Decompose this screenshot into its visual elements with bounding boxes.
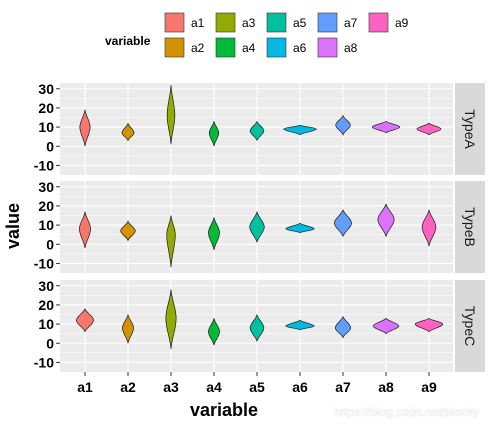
legend-label-a3: a3 [242,16,256,30]
violin-TypeB-a2 [120,219,136,242]
violin-TypeA-a8 [371,120,401,134]
violin-TypeB-a5 [249,211,265,243]
watermark: https://blog.csdn.net/biocity [334,405,479,419]
legend-label-a9: a9 [395,16,409,30]
violin-TypeC-a5 [249,314,265,342]
legend-item-a1: a1 [164,12,205,33]
x-axis-title: variable [190,400,258,420]
x-tick-label-a1: a1 [77,379,93,395]
panel-TypeA: -10 0 10 20 30 TypeA [34,81,485,175]
y-tick-label: 30 [38,278,54,294]
violin-TypeC-a2 [122,314,134,344]
legend-item-a6: a6 [266,37,307,58]
x-tick-label-a9: a9 [421,379,437,395]
y-tick-label: 10 [38,217,54,233]
violin-TypeC-a6 [285,319,315,331]
violin-TypeB-a6 [285,222,315,234]
x-tick-label-a5: a5 [249,379,265,395]
legend-item-a9: a9 [368,12,409,33]
y-tick-label: -10 [34,157,54,173]
legend-item-a3: a3 [215,12,256,33]
legend-swatch-a8 [317,37,338,58]
y-tick-label: 30 [38,81,54,97]
y-tick-label: 0 [46,236,54,252]
y-tick-label: 30 [38,179,54,195]
legend-item-a2: a2 [164,37,205,58]
y-axis-title: value [3,203,23,249]
strip-background [455,280,485,372]
strip-background [455,83,485,175]
legend-label-a1: a1 [191,16,205,30]
x-tick-label-a2: a2 [120,379,136,395]
strip-label-TypeC: TypeC [462,306,478,346]
violin-TypeC-a3 [165,289,177,350]
violin-TypeA-a4 [208,121,220,147]
panel-TypeC: -10 0 10 20 30 TypeC [34,278,485,372]
legend-item-a7: a7 [317,12,358,33]
legend-item-a5: a5 [266,12,307,33]
legend: variable a1 a2 a3 a4 a5 a6 a7 a8 a9 [105,12,409,58]
facet-panels: -10 0 10 20 30 TypeA -10 0 10 20 30 TypeB -10 0 10 20 30… [34,81,485,372]
legend-item-a8: a8 [317,37,358,58]
violin-TypeA-a5 [249,121,265,141]
violin-TypeC-a4 [208,318,220,346]
violin-TypeB-a3 [166,215,176,268]
y-tick-label: 20 [38,100,54,116]
legend-swatch-a3 [215,12,236,33]
x-tick-label-a6: a6 [292,379,308,395]
strip-label-TypeA: TypeA [462,109,478,149]
x-tick-label-a8: a8 [378,379,394,395]
violin-TypeA-a1 [79,109,91,147]
violin-TypeA-a3 [166,84,176,145]
violin-TypeC-a7 [334,316,352,339]
x-axis: a1 a2 a3 a4 a5 a6 a7 a8 a9 [77,372,437,395]
violin-TypeA-a2 [121,123,135,142]
strip-label-TypeB: TypeB [462,207,478,247]
y-tick-label: 10 [38,316,54,332]
legend-title: variable [105,34,151,48]
x-tick-label-a4: a4 [206,379,222,395]
x-tick-label-a7: a7 [335,379,351,395]
legend-label-a4: a4 [242,41,256,55]
y-tick-label: 0 [46,138,54,154]
violin-TypeA-a7 [335,114,351,137]
violin-TypeA-a6 [283,124,317,136]
violin-TypeC-a1 [76,308,94,332]
violin-TypeB-a9 [421,209,437,247]
legend-label-a8: a8 [344,41,358,55]
legend-label-a6: a6 [293,41,307,55]
violin-TypeC-a9 [414,317,444,333]
panel-TypeB: -10 0 10 20 30 TypeB [34,179,485,273]
legend-swatch-a2 [164,37,185,58]
y-tick-label: -10 [34,354,54,370]
violin-TypeC-a8 [372,317,400,335]
legend-label-a7: a7 [344,16,358,30]
violin-TypeB-a4 [208,217,220,251]
x-tick-label-a3: a3 [163,379,179,395]
legend-label-a2: a2 [191,41,205,55]
violin-TypeB-a1 [79,211,91,249]
legend-swatch-a7 [317,12,338,33]
legend-swatch-a5 [266,12,287,33]
violin-TypeB-a7 [334,209,352,237]
legend-item-a4: a4 [215,37,256,58]
y-tick-label: 0 [46,335,54,351]
legend-swatch-a4 [215,37,236,58]
y-tick-label: -10 [34,255,54,271]
legend-swatch-a1 [164,12,185,33]
y-tick-label: 20 [38,297,54,313]
violin-TypeA-a9 [416,122,442,136]
legend-label-a5: a5 [293,16,307,30]
y-tick-label: 10 [38,119,54,135]
strip-background [455,181,485,273]
y-tick-label: 20 [38,198,54,214]
legend-swatch-a6 [266,37,287,58]
legend-swatch-a9 [368,12,389,33]
violin-TypeB-a8 [377,203,395,237]
